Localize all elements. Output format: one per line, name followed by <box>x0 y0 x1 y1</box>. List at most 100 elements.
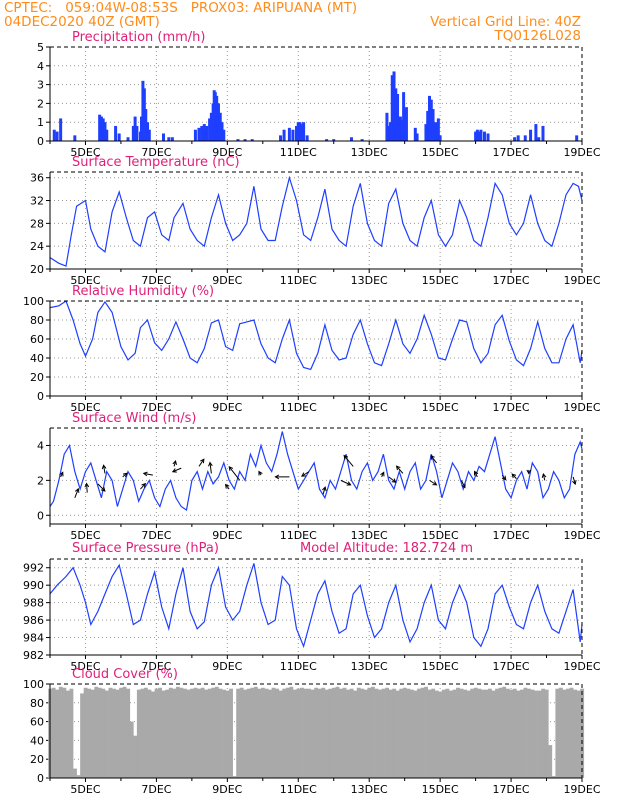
precipitation-bar <box>291 129 295 141</box>
cloud-cloud-bar <box>576 690 581 778</box>
cloud-cloud-bar <box>480 689 485 778</box>
temperature-x-tick-label: 5DEC <box>70 274 100 287</box>
cloud-cloud-bar <box>136 689 141 778</box>
precipitation-bar <box>426 110 430 141</box>
cloud-cloud-bar <box>97 687 102 778</box>
wind-wind-arrow-head <box>142 471 148 477</box>
precipitation-y-tick-label: 1 <box>37 116 44 129</box>
wind-series-line <box>49 431 583 512</box>
cloud-cloud-bar <box>512 688 517 778</box>
wind-wind-arrow <box>143 472 153 476</box>
cloud-cloud-bar <box>197 688 202 778</box>
wind-wind-arrow-head <box>100 487 106 492</box>
wind-wind-arrow <box>172 467 182 473</box>
wind-wind-arrow-head <box>322 486 327 492</box>
pressure-chart-title: Surface Pressure (hPa) <box>72 541 219 556</box>
precipitation-bar <box>438 135 442 141</box>
cloud-cloud-bar <box>200 687 205 778</box>
precipitation-bar <box>575 135 579 141</box>
cloud-cloud-bar <box>76 775 81 778</box>
temperature-y-tick-label: 24 <box>30 240 44 253</box>
cloud-cloud-bar <box>424 686 429 778</box>
cloud-cloud-bar <box>353 690 358 778</box>
cloud-cloud-bar <box>331 687 336 778</box>
wind-x-tick-label: 11DEC <box>280 529 317 542</box>
precipitation-y-tick-label: 4 <box>37 60 44 73</box>
wind-wind-arrow-head <box>461 483 466 489</box>
cloud-cloud-bar <box>239 687 244 778</box>
cloud-cloud-bar <box>420 687 425 778</box>
cloud-cloud-bar <box>73 768 77 778</box>
precipitation-bar <box>131 125 135 141</box>
wind-wind-arrow-head <box>343 454 349 460</box>
cloud-cloud-bar <box>459 688 464 778</box>
precipitation-bar <box>431 109 435 141</box>
wind-wind-arrow <box>542 473 546 481</box>
cloud-cloud-bar <box>292 689 297 778</box>
humidity-series-line <box>49 300 583 371</box>
temperature-series-line <box>49 175 583 267</box>
wind-wind-arrow <box>97 483 106 492</box>
wind-wind-arrow <box>198 458 205 467</box>
cloud-cloud-bar <box>534 690 538 778</box>
cloud-cloud-bar <box>378 689 382 778</box>
cloud-x-tick-label: 13DEC <box>351 783 388 796</box>
precipitation-bar <box>513 137 517 141</box>
cloud-cloud-bar <box>165 689 170 778</box>
humidity-y-tick-label: 40 <box>30 352 44 365</box>
cloud-cloud-bar <box>186 689 191 778</box>
wind-wind-arrow <box>74 488 79 498</box>
precipitation-bar <box>222 129 226 141</box>
wind-wind-arrow <box>209 462 212 474</box>
precipitation-bar <box>296 122 300 141</box>
precipitation-bar <box>302 122 306 141</box>
precipitation-bar <box>209 112 213 141</box>
chart-header: CPTEC: 059:04W-08:53S PROX03: ARIPUANA (… <box>0 0 618 44</box>
precipitation-bar <box>101 118 105 141</box>
cloud-cloud-bar <box>548 745 553 778</box>
wind-wind-arrow <box>572 476 576 485</box>
cloud-cloud-bar <box>335 686 340 778</box>
cloud-cloud-bar <box>278 690 283 778</box>
precipitation-bar <box>332 139 336 141</box>
cloud-cloud-bar <box>257 688 262 778</box>
cloud-cloud-bar <box>190 688 194 778</box>
cloud-cloud-bar <box>65 690 70 778</box>
cloud-cloud-bar <box>473 687 478 778</box>
precipitation-bar <box>388 122 392 141</box>
temperature-chart-title: Surface Temperature (nC) <box>72 155 240 170</box>
cloud-cloud-bar <box>90 689 95 778</box>
pressure-y-tick-label: 986 <box>23 614 44 627</box>
precipitation-bar <box>429 99 433 141</box>
cloud-cloud-bar <box>285 687 290 778</box>
precipitation-bar <box>105 129 109 141</box>
precipitation-bar <box>482 131 486 141</box>
precipitation-bar <box>390 75 394 141</box>
cloud-y-tick-label: 60 <box>30 716 44 729</box>
cloud-y-tick-label: 20 <box>30 753 44 766</box>
cloud-cloud-bar <box>498 687 503 778</box>
wind-wind-arrow-head <box>501 475 507 481</box>
pressure-annotation: Model Altitude: 182.724 m <box>300 541 473 556</box>
cloud-cloud-bar <box>363 689 368 778</box>
cloud-cloud-bar <box>555 688 560 778</box>
cloud-cloud-bar <box>569 687 574 778</box>
model-code: TQ0126L028 <box>494 28 581 44</box>
cloud-cloud-bar <box>214 686 219 778</box>
cloud-cloud-bar <box>69 688 74 778</box>
cloud-cloud-bar <box>58 686 63 778</box>
wind-wind-arrow <box>322 486 326 495</box>
temperature-y-tick-label: 20 <box>30 263 44 276</box>
cloud-cloud-bar <box>158 687 163 778</box>
temperature-x-tick-label: 11DEC <box>280 274 317 287</box>
cloud-cloud-bar <box>264 688 269 778</box>
cloud-cloud-bar <box>310 689 315 778</box>
cloud-cloud-bar <box>346 689 350 778</box>
wind-wind-arrow <box>460 480 466 488</box>
cloud-cloud-bar <box>406 688 411 778</box>
temperature-y-tick-label: 28 <box>30 217 44 230</box>
humidity-chart-title: Relative Humidity (%) <box>72 284 214 299</box>
pressure-y-tick-label: 990 <box>23 579 44 592</box>
precipitation-bar <box>477 131 481 141</box>
precipitation-bar <box>218 112 222 141</box>
